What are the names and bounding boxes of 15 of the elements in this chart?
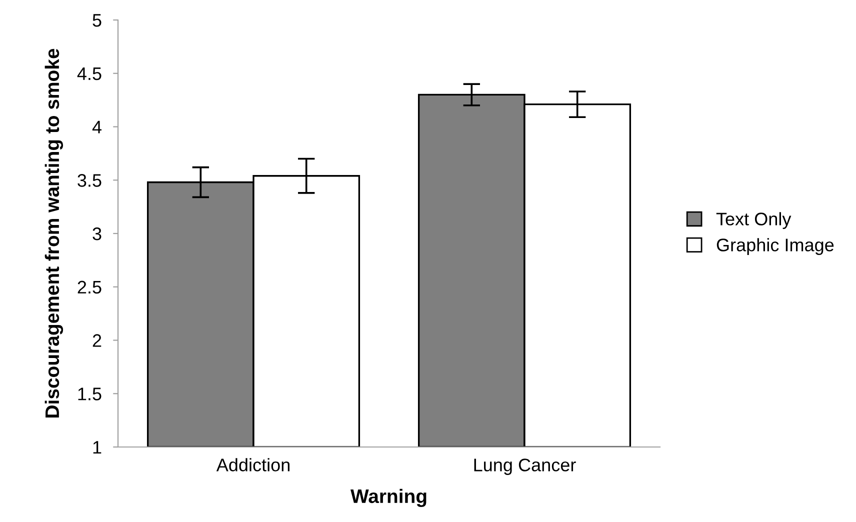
- legend-label: Text Only: [716, 212, 792, 229]
- y-tick-label: 4: [92, 120, 102, 134]
- y-axis-title: Discouragement from wanting to smoke: [44, 48, 64, 418]
- y-tick-label: 1.5: [78, 388, 102, 400]
- y-tick-label: 4.5: [77, 67, 102, 80]
- x-axis-title: Warning: [350, 488, 426, 508]
- x-tick-label: Lung Cancer: [474, 458, 576, 475]
- x-tick-label: Addiction: [216, 458, 290, 472]
- y-tick-label: 3: [92, 227, 102, 240]
- y-tick-label: 2.5: [78, 280, 102, 294]
- legend-label: Graphic Image: [716, 238, 834, 255]
- y-tick-label: 2: [92, 334, 102, 347]
- y-tick-label: 5: [92, 14, 102, 27]
- y-tick-label: 3.5: [78, 174, 102, 187]
- y-tick-label: 1: [93, 441, 102, 454]
